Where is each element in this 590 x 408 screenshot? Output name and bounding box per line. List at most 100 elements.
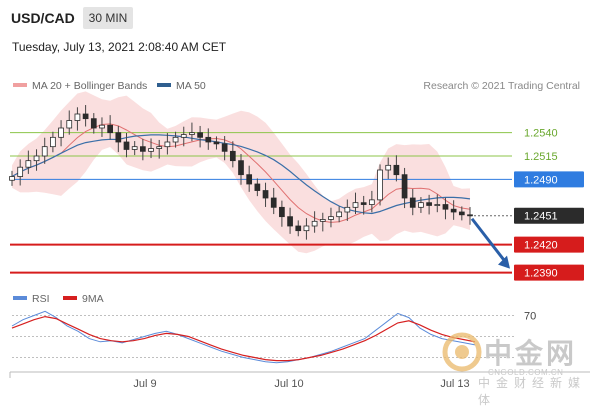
level-label-1.2420: 1.2420: [524, 240, 558, 252]
candle-body: [205, 136, 212, 143]
legend-rsi-swatch: [13, 296, 27, 301]
candle-body: [180, 134, 187, 138]
candle-body: [82, 113, 89, 120]
time-axis-label: Jul 13: [440, 378, 469, 390]
forecast-arrow-shaft: [470, 217, 508, 264]
legend-ma50-swatch: [157, 83, 171, 88]
report-datetime: Tuesday, July 13, 2021 2:08:40 AM CET: [12, 40, 227, 54]
legend-rsi-label: RSI: [32, 293, 50, 305]
candle-body: [287, 216, 293, 227]
rsi-line: [11, 310, 476, 364]
rsi-panel: 70: [11, 310, 536, 364]
forecast-layer: [470, 217, 510, 269]
candle-body: [229, 150, 236, 162]
candle-body: [409, 197, 416, 208]
symbol-title: USD/CAD: [11, 10, 75, 26]
candle-body: [246, 174, 253, 185]
candle-body: [213, 141, 220, 145]
candle-body: [41, 146, 48, 157]
candles-layer: [9, 105, 473, 240]
level-label-1.2390: 1.2390: [524, 268, 558, 280]
candle-body: [401, 174, 408, 199]
candle-body: [131, 146, 138, 150]
candle-body: [33, 155, 40, 162]
candle-body: [140, 146, 146, 152]
candle-body: [115, 132, 122, 143]
candle-body: [377, 169, 383, 201]
level-label-1.2540: 1.2540: [524, 128, 558, 140]
time-axis: Jul 9 Jul 10 Jul 13: [9, 371, 590, 390]
candle-body: [99, 124, 105, 129]
moving-average-layer: [11, 123, 471, 223]
candle-body: [58, 127, 64, 138]
candle-body: [164, 141, 171, 148]
candle-body: [319, 219, 326, 222]
legend-9ma-swatch: [63, 296, 77, 301]
candle-body: [9, 176, 15, 181]
chart-header: USD/CAD 30 MIN: [0, 0, 590, 36]
candle-body: [74, 113, 81, 121]
price-label-layer: 1.2540 1.2515 1.2490 1.2420 1.2390 1.2451: [514, 128, 584, 281]
level-label-1.2515: 1.2515: [524, 151, 558, 163]
candle-body: [450, 208, 457, 213]
candle-body: [17, 166, 24, 177]
candle-body: [172, 136, 179, 143]
candle-body: [328, 216, 334, 220]
current-price-label: 1.2451: [524, 211, 558, 223]
current-price-tag: [514, 207, 584, 224]
level-label-1.2490: 1.2490: [524, 174, 558, 186]
candle-body: [344, 206, 351, 213]
candle-body: [148, 148, 154, 152]
level-tag-1.2420: [514, 236, 584, 253]
candle-body: [221, 143, 228, 152]
legend-ma20-swatch: [13, 83, 27, 88]
candle-body: [369, 199, 375, 205]
candle-body: [50, 136, 56, 148]
candle-body: [66, 120, 73, 129]
candle-body: [385, 164, 392, 171]
candle-body: [107, 124, 113, 134]
candle-body: [25, 160, 32, 168]
candle-body: [352, 202, 359, 208]
candle-body: [311, 220, 318, 227]
candle-body: [467, 214, 473, 217]
time-axis-label: Jul 10: [274, 378, 303, 390]
candle-body: [197, 132, 203, 138]
timeframe-badge[interactable]: 30 MIN: [83, 7, 133, 29]
candle-body: [156, 146, 163, 149]
legend-ma20-bb: MA 20 + Bollinger Bands: [13, 80, 147, 92]
research-credit: Research © 2021 Trading Central: [423, 80, 580, 92]
candle-body: [360, 202, 367, 205]
rsi-level-label: 70: [524, 311, 536, 323]
rsi-ma9-line: [11, 315, 476, 362]
ma50-line: [11, 134, 471, 215]
candle-body: [123, 141, 130, 150]
candle-body: [295, 225, 302, 232]
time-axis-label: Jul 9: [133, 378, 156, 390]
candle-body: [270, 197, 277, 208]
legend-rsi: RSI: [13, 293, 50, 305]
candle-body: [442, 204, 449, 210]
candle-body: [238, 160, 244, 176]
legend-ma50: MA 50: [157, 80, 206, 92]
candle-body: [458, 211, 465, 216]
candle-body: [393, 164, 400, 176]
candle-body: [254, 183, 261, 191]
candle-body: [418, 202, 424, 208]
legend-9ma-label: 9MA: [82, 293, 104, 305]
candle-body: [189, 132, 195, 135]
ma20-line: [11, 123, 471, 223]
candle-body: [426, 202, 432, 206]
candle-body: [90, 118, 97, 129]
candle-body: [336, 211, 342, 218]
level-tag-1.2390: [514, 264, 584, 281]
legend-ma50-label: MA 50: [176, 80, 206, 92]
legend-ma20-label: MA 20 + Bollinger Bands: [32, 80, 148, 92]
forecast-arrow-head: [498, 255, 510, 269]
legend-9ma: 9MA: [63, 293, 104, 305]
candle-body: [262, 190, 269, 199]
candle-body: [279, 206, 285, 218]
candle-body: [434, 204, 441, 206]
candle-body: [303, 225, 310, 232]
